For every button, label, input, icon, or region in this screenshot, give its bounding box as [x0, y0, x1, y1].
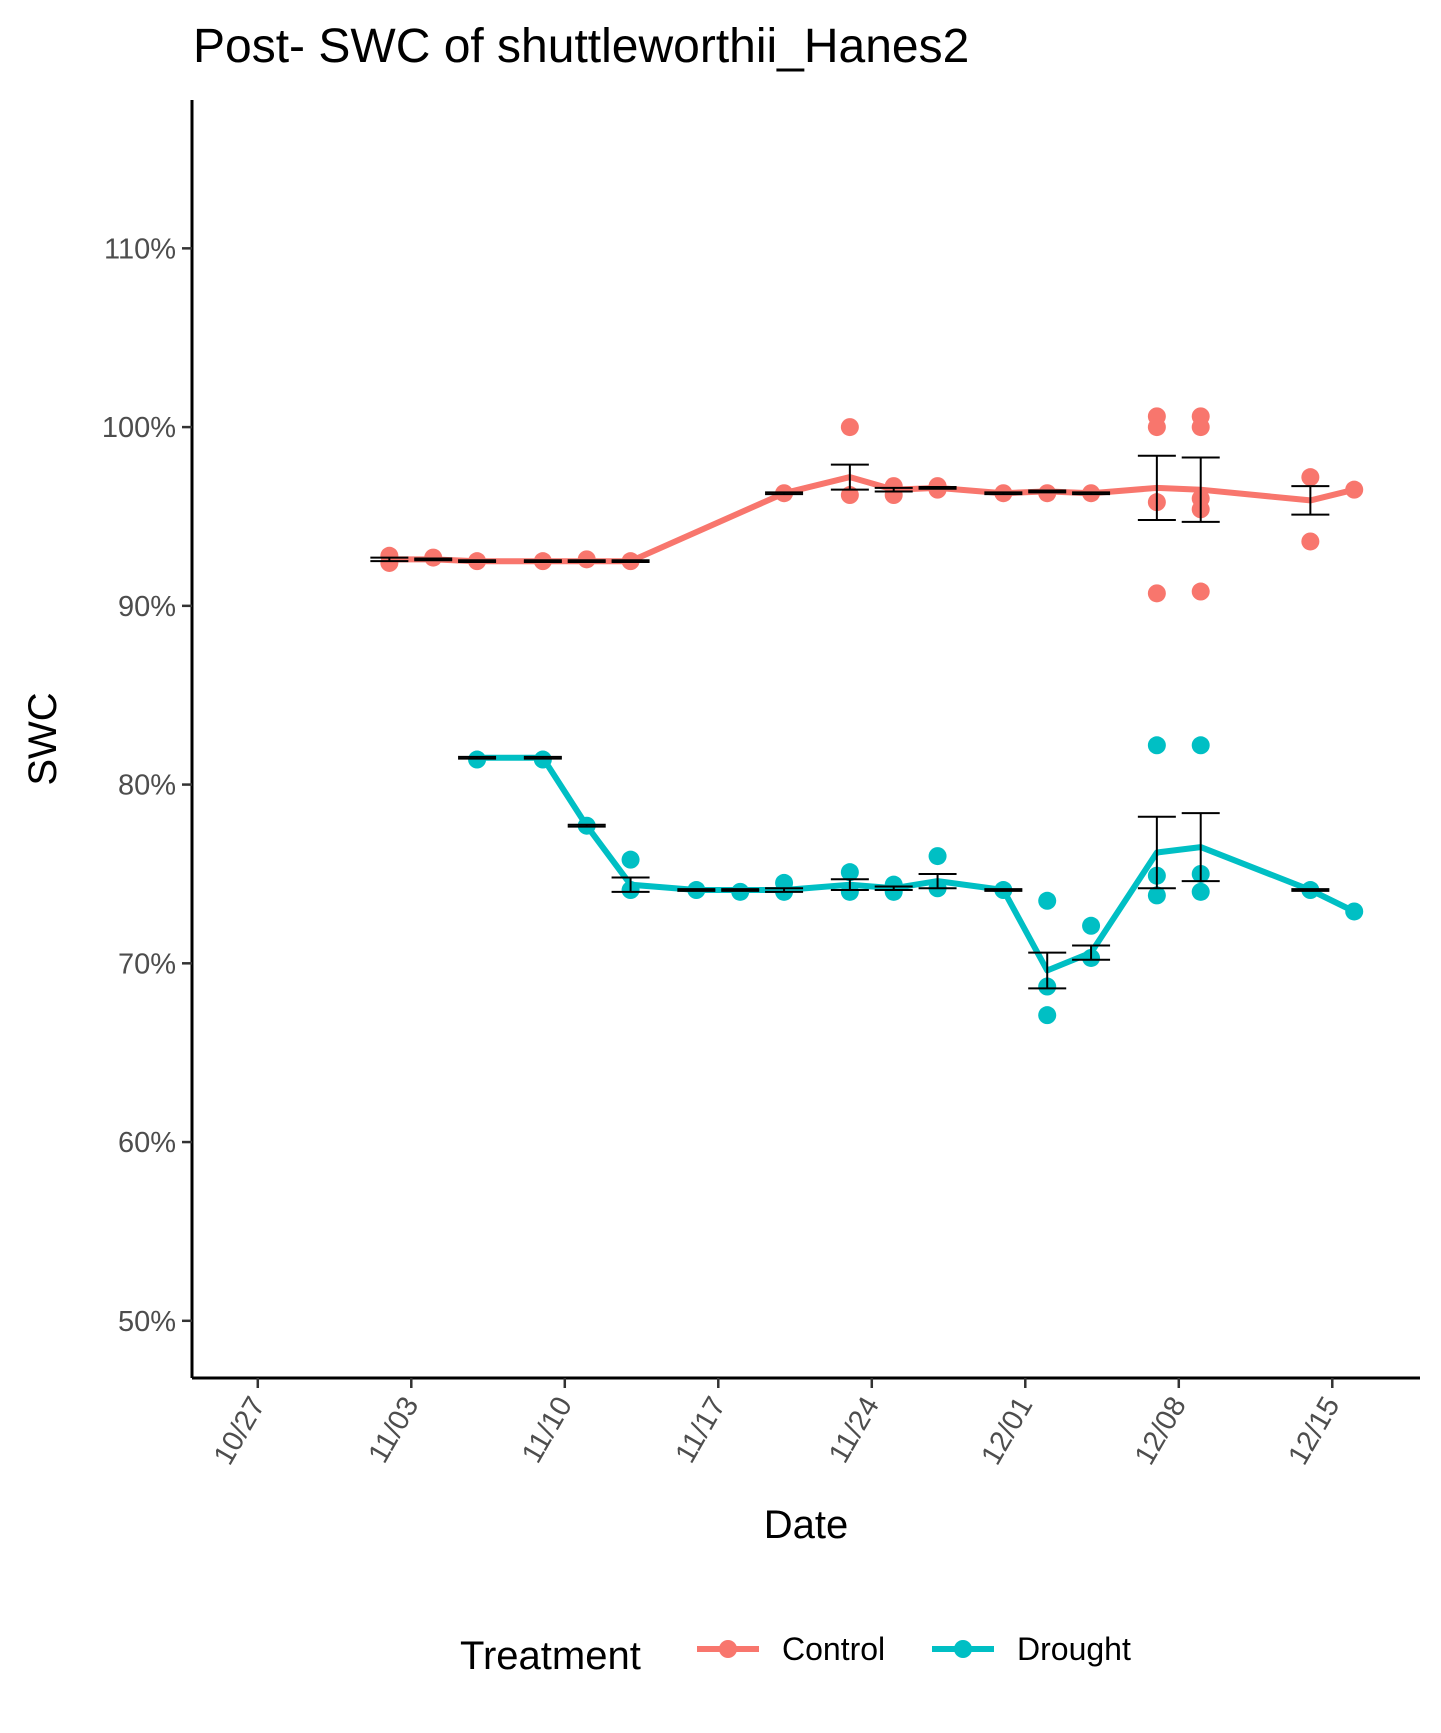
legend-items: Control Drought: [697, 1631, 1131, 1667]
data-point-control: [1191, 418, 1210, 437]
error-bar-control: [523, 559, 562, 564]
y-tick-label: 60%: [118, 1127, 176, 1159]
error-bar-drought: [1028, 951, 1067, 990]
y-tick-label: 100%: [102, 412, 176, 444]
x-tick-label: 11/24: [823, 1392, 886, 1469]
error-bar-control: [1028, 489, 1067, 494]
data-point-drought: [1038, 1006, 1057, 1025]
error-bar-drought: [721, 888, 760, 892]
legend-key-point: [954, 1640, 972, 1658]
error-bar-drought: [523, 755, 562, 760]
legend-label-control: Control: [782, 1631, 885, 1667]
error-bar-control: [1181, 456, 1220, 523]
data-point-drought: [1038, 891, 1057, 910]
data-point-control: [1301, 468, 1320, 487]
error-bar-drought: [918, 872, 957, 890]
mean-line-control: [386, 474, 1358, 565]
error-bar-control: [1291, 485, 1330, 516]
legend-label-drought: Drought: [1017, 1631, 1131, 1667]
x-axis-ticks: 10/27 11/03 11/10 11/17 11/24 12/01 12/08 12/15: [208, 1378, 1346, 1471]
error-bar-drought: [567, 823, 606, 828]
error-bar-control: [370, 556, 409, 563]
error-bar-drought: [611, 876, 650, 893]
y-tick-label: 110%: [104, 233, 176, 265]
x-axis-title: Date: [764, 1503, 849, 1547]
error-bar-control: [874, 486, 913, 493]
axes: [190, 100, 1420, 1380]
error-bar-drought: [1137, 815, 1176, 890]
error-bar-control: [567, 559, 606, 564]
data-point-control: [1191, 582, 1210, 601]
x-tick-label: 12/08: [1129, 1392, 1193, 1471]
x-tick-label: 12/01: [975, 1392, 1039, 1471]
data-point-drought: [840, 863, 859, 882]
legend-key-point: [719, 1640, 737, 1658]
data-point-drought: [1147, 886, 1166, 905]
error-bar-drought: [458, 755, 497, 760]
error-bar-control: [830, 463, 869, 491]
legend-item-drought: Drought: [932, 1631, 1131, 1667]
error-bar-drought: [1181, 812, 1220, 883]
y-axis-ticks: 50% 60% 70% 80% 90% 100% 110%: [102, 233, 192, 1338]
data-point-drought: [1082, 916, 1101, 935]
error-bar-drought: [765, 887, 804, 893]
y-tick-label: 90%: [118, 591, 176, 623]
data-point-drought: [1147, 736, 1166, 755]
x-tick-label: 11/17: [669, 1392, 732, 1469]
data-point-control: [1147, 418, 1166, 437]
y-tick-label: 50%: [118, 1306, 176, 1338]
x-tick-label: 10/27: [208, 1392, 272, 1471]
error-bar-control: [611, 559, 650, 564]
mean-line-drought: [474, 754, 1358, 974]
x-tick-label: 11/10: [516, 1392, 579, 1469]
legend-title: Treatment: [460, 1634, 641, 1678]
x-tick-label: 12/15: [1282, 1392, 1346, 1471]
error-bar-control: [765, 491, 804, 496]
series-drought: [458, 736, 1364, 1025]
y-tick-label: 80%: [118, 770, 176, 802]
error-bar-control: [984, 491, 1023, 496]
plot-area: [370, 407, 1364, 1025]
error-bar-drought: [984, 888, 1023, 892]
data-point-control: [1301, 532, 1320, 551]
data-point-control: [1147, 584, 1166, 603]
error-bar-control: [918, 485, 957, 490]
x-tick-label: 11/03: [362, 1392, 425, 1469]
error-bar-drought: [830, 878, 869, 892]
error-bar-control: [1072, 491, 1111, 496]
data-point-drought: [1191, 736, 1210, 755]
error-bar-drought: [677, 888, 716, 892]
data-point-drought: [621, 850, 640, 869]
series-control: [370, 407, 1364, 603]
data-point-control: [840, 418, 859, 437]
data-point-drought: [928, 847, 947, 866]
y-axis-title: SWC: [21, 692, 65, 785]
error-bar-drought: [1291, 888, 1330, 892]
error-bar-control: [458, 559, 497, 564]
legend: Treatment Control Drought: [460, 1631, 1131, 1678]
chart-title: Post- SWC of shuttleworthii_Hanes2: [193, 20, 969, 73]
y-tick-label: 70%: [118, 948, 176, 980]
error-bar-control: [1137, 454, 1176, 522]
legend-item-control: Control: [697, 1631, 885, 1667]
error-bar-drought: [1072, 944, 1111, 961]
error-bar-control: [414, 557, 453, 562]
error-bar-drought: [874, 885, 913, 892]
data-point-drought: [1191, 882, 1210, 901]
